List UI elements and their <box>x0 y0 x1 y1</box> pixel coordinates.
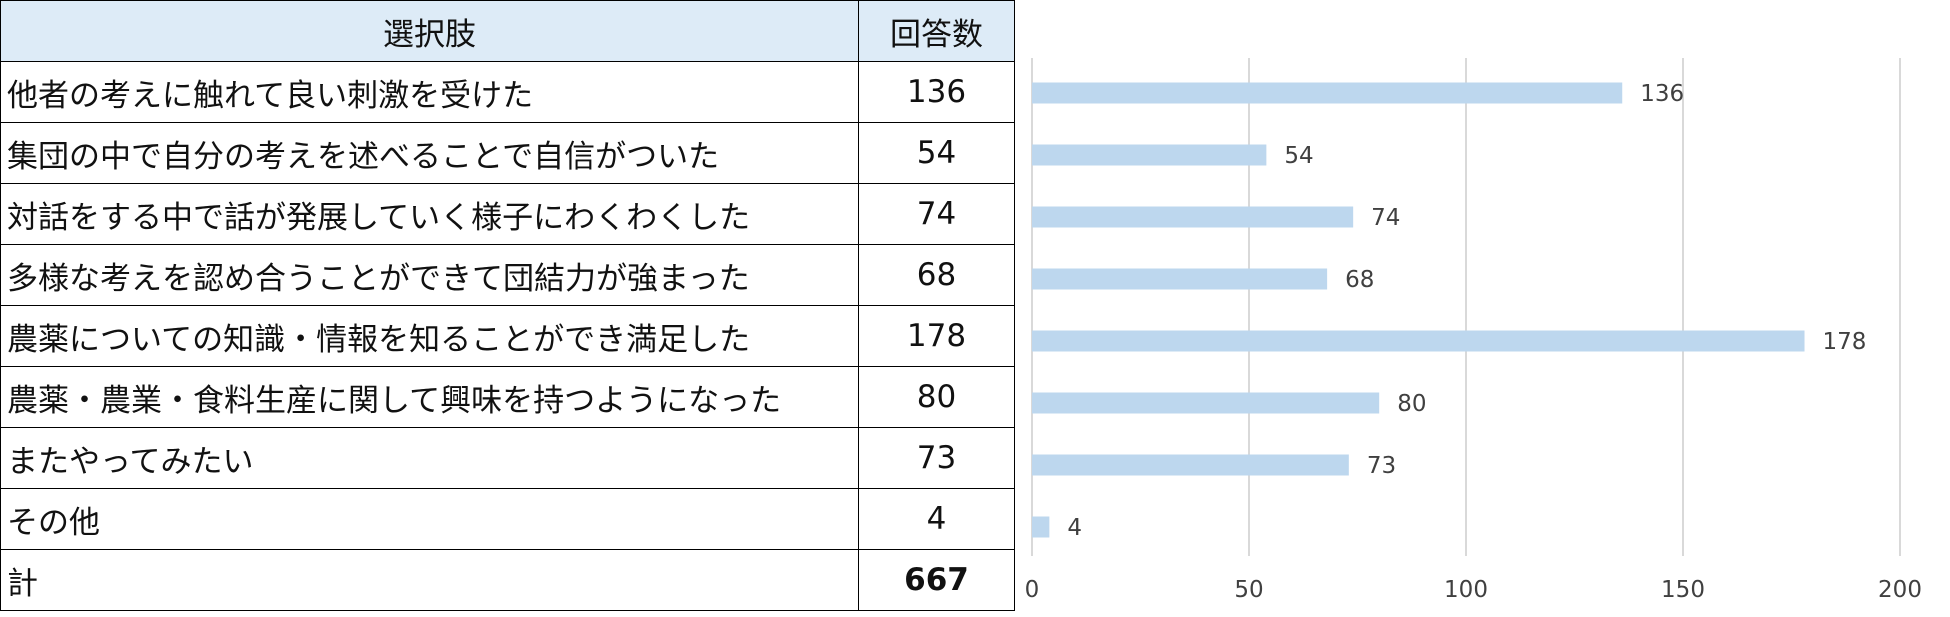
x-tick-label: 150 <box>1661 577 1705 603</box>
table-row: 農薬・農業・食料生産に関して興味を持つようになった 80 <box>0 366 1015 428</box>
bar-value-label: 80 <box>1397 391 1426 417</box>
bars <box>1032 82 1805 538</box>
bar-value-label: 178 <box>1823 329 1867 355</box>
option-label: 農薬・農業・食料生産に関して興味を持つようになった <box>0 366 859 428</box>
option-label: 他者の考えに触れて良い刺激を受けた <box>0 61 859 123</box>
bar <box>1032 268 1328 290</box>
bar-value-label: 54 <box>1284 143 1313 169</box>
survey-table: 選択肢 回答数 他者の考えに触れて良い刺激を受けた 136 集団の中で自分の考えを述… <box>0 0 1015 611</box>
bar-value-label: 136 <box>1640 81 1684 107</box>
option-count: 73 <box>858 427 1015 489</box>
table-row: またやってみたい 73 <box>0 427 1015 489</box>
option-label: 集団の中で自分の考えを述べることで自信がついた <box>0 122 859 184</box>
gridlines <box>1031 58 1901 556</box>
table-row: その他 4 <box>0 488 1015 550</box>
option-label: その他 <box>0 488 859 550</box>
option-count: 178 <box>858 305 1015 367</box>
bar-chart: 136 54 74 68 178 80 73 4 0 50 100 150 200 <box>1025 58 1922 603</box>
total-label: 計 <box>0 549 859 611</box>
bar-value-label: 4 <box>1067 515 1082 541</box>
x-tick-label: 100 <box>1444 577 1488 603</box>
total-count: 667 <box>858 549 1015 611</box>
table-row: 多様な考えを認め合うことができて団結力が強まった 68 <box>0 244 1015 306</box>
option-count: 74 <box>858 183 1015 245</box>
table-body: 他者の考えに触れて良い刺激を受けた 136 集団の中で自分の考えを述べることで自信が… <box>0 61 1015 550</box>
bar <box>1032 206 1354 228</box>
bar-value-label: 74 <box>1371 205 1400 231</box>
option-label: またやってみたい <box>0 427 859 489</box>
table-header-row: 選択肢 回答数 <box>0 0 1015 62</box>
header-option: 選択肢 <box>0 0 859 62</box>
x-tick-label: 200 <box>1878 577 1922 603</box>
header-count: 回答数 <box>858 0 1015 62</box>
table-row: 対話をする中で話が発展していく様子にわくわくした 74 <box>0 183 1015 245</box>
x-tick-label: 0 <box>1025 577 1040 603</box>
x-tick-label: 50 <box>1234 577 1263 603</box>
table-row: 集団の中で自分の考えを述べることで自信がついた 54 <box>0 122 1015 184</box>
option-count: 136 <box>858 61 1015 123</box>
table-row: 他者の考えに触れて良い刺激を受けた 136 <box>0 61 1015 123</box>
total-row: 計 667 <box>0 549 1015 611</box>
bar <box>1032 454 1349 476</box>
bar-value-label: 68 <box>1345 267 1374 293</box>
bar <box>1032 144 1267 166</box>
bar <box>1032 516 1050 538</box>
data-labels: 136 54 74 68 178 80 73 4 <box>1067 81 1866 541</box>
option-label: 農薬についての知識・情報を知ることができ満足した <box>0 305 859 367</box>
bar-value-label: 73 <box>1367 453 1396 479</box>
x-axis-ticks: 0 50 100 150 200 <box>1025 577 1922 603</box>
option-label: 多様な考えを認め合うことができて団結力が強まった <box>0 244 859 306</box>
bar <box>1032 82 1623 104</box>
bar <box>1032 392 1380 414</box>
option-count: 68 <box>858 244 1015 306</box>
option-count: 54 <box>858 122 1015 184</box>
table-row: 農薬についての知識・情報を知ることができ満足した 178 <box>0 305 1015 367</box>
option-count: 80 <box>858 366 1015 428</box>
option-label: 対話をする中で話が発展していく様子にわくわくした <box>0 183 859 245</box>
option-count: 4 <box>858 488 1015 550</box>
bar <box>1032 330 1805 352</box>
